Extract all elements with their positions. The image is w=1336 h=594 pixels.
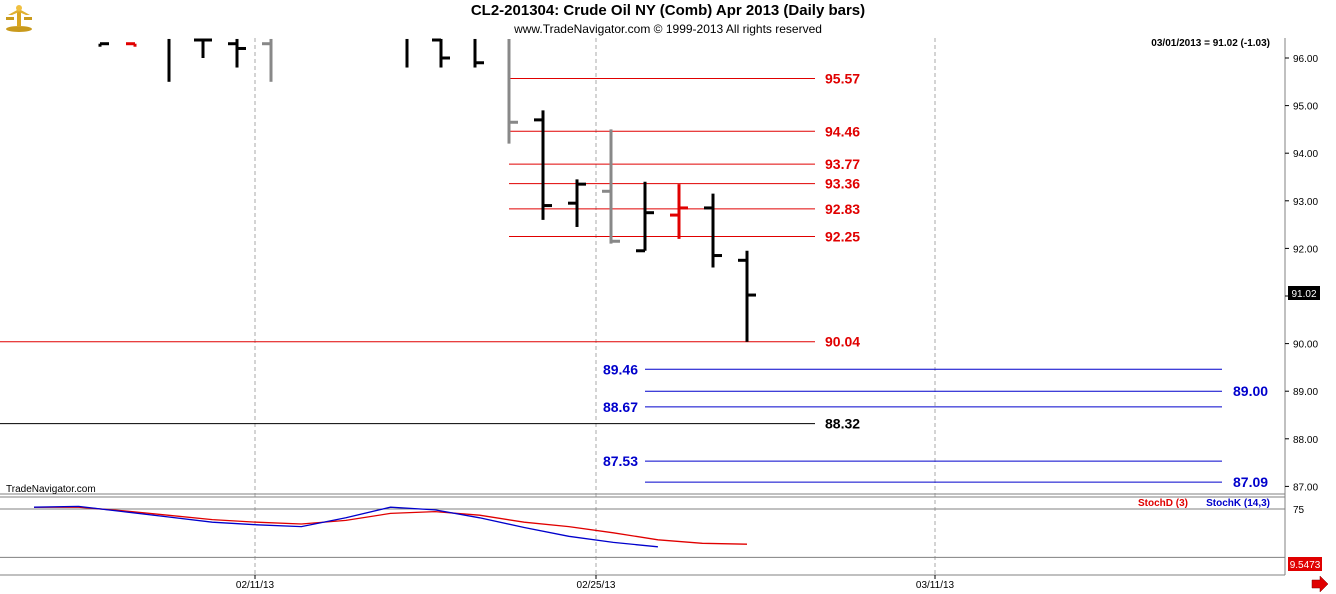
resistance-label-0: 95.57 (825, 70, 860, 86)
support-label-right-1: 87.09 (1233, 474, 1268, 490)
key-level-label: 88.32 (825, 416, 860, 432)
axes: 96.0095.0094.0093.0092.0091.0090.0089.00… (0, 38, 1318, 591)
stoch-tick-label-0: 75 (1293, 505, 1305, 516)
price-tick-label-7: 89.00 (1293, 387, 1318, 398)
date-tick-label-0: 02/11/13 (236, 580, 275, 591)
chart-title: CL2-201304: Crude Oil NY (Comb) Apr 2013… (470, 2, 866, 19)
support-label-left-2: 87.53 (603, 453, 638, 469)
app-logo-icon[interactable] (4, 3, 34, 33)
price-tick-label-9: 87.00 (1293, 482, 1318, 493)
support-label-right-0: 89.00 (1233, 383, 1268, 399)
stochk-legend: StochK (14,3) (1206, 498, 1270, 509)
resistance-label-1: 94.46 (825, 123, 860, 139)
date-tick-label-1: 02/25/13 (577, 580, 616, 591)
price-tick-label-0: 96.00 (1293, 54, 1318, 65)
support-label-left-0: 89.46 (603, 361, 638, 377)
price-tick-label-6: 90.00 (1293, 340, 1318, 351)
stoch-badge: 9.5473 (1290, 560, 1321, 571)
support-label-left-1: 88.67 (603, 399, 638, 415)
stochastic-panel (33, 505, 748, 548)
resistance-label-3: 93.36 (825, 176, 860, 192)
resistance-label-2: 93.77 (825, 156, 860, 172)
gridlines (0, 38, 1285, 575)
scroll-right-icon[interactable] (1311, 575, 1329, 593)
watermark: TradeNavigator.com (6, 484, 96, 495)
last-quote: 03/01/2013 = 91.02 (-1.03) (1151, 38, 1270, 49)
stochd-legend: StochD (3) (1138, 498, 1188, 509)
price-tick-label-4: 92.00 (1293, 244, 1318, 255)
resistance-label-5: 92.25 (825, 229, 860, 245)
resistance-label-4: 92.83 (825, 201, 860, 217)
copyright-notice: www.TradeNavigator.com © 1999-2013 All r… (514, 22, 822, 36)
price-badge: 91.02 (1291, 289, 1316, 300)
stoch-badge-bg (1288, 557, 1322, 571)
date-tick-label-2: 03/11/13 (916, 580, 955, 591)
resistance-label-6: 90.04 (825, 334, 860, 350)
stochk-line (33, 505, 658, 548)
ohlc-bars (98, 38, 756, 342)
price-tick-label-2: 94.00 (1293, 149, 1318, 160)
price-levels: 95.57 94.46 93.77 93.36 92.83 92.25 90.04 88.32… (0, 70, 1268, 490)
stochd-line (34, 506, 748, 545)
price-tick-label-3: 93.00 (1293, 197, 1318, 208)
price-badge-bg (1288, 286, 1320, 300)
price-tick-label-1: 95.00 (1293, 102, 1318, 113)
price-tick-label-8: 88.00 (1293, 435, 1318, 446)
